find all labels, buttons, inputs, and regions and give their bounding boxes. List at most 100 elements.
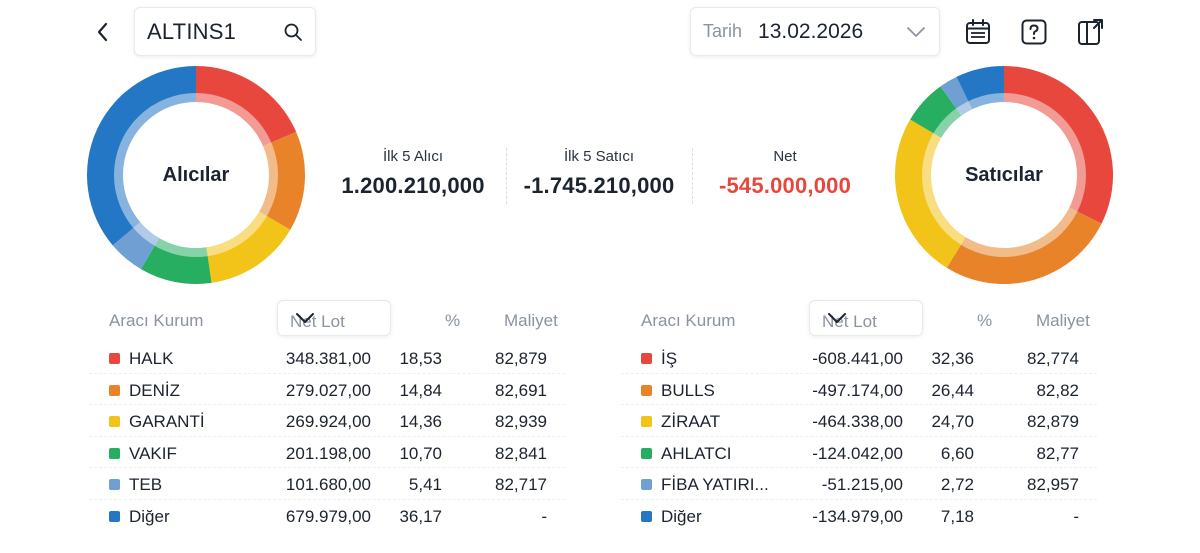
percent-value: 36,17 [399, 506, 442, 526]
buyers-inner-ring [114, 93, 278, 257]
legend-swatch [641, 416, 652, 428]
percent-value: 24,70 [931, 412, 974, 432]
percent-value: 5,41 [408, 475, 442, 495]
buyers-sort-label: Net Lot [290, 312, 345, 331]
table-row[interactable]: Diğer 679.979,00 36,17 - [89, 500, 565, 532]
buyers-donut-chart: Alıcılar [87, 66, 305, 284]
broker-name: FİBA YATIRI... [661, 475, 769, 495]
percent-value: 14,36 [399, 412, 442, 432]
sellers-slice-0[interactable] [1004, 66, 1113, 224]
date-select[interactable]: Tarih 13.02.2026 [690, 7, 940, 56]
sellers-slice-3[interactable] [910, 86, 962, 138]
percent-value: 26,44 [931, 380, 974, 400]
net-lot-value: 101.680,00 [285, 475, 371, 495]
table-row[interactable]: BULLS -497.174,00 26,44 82,82 [621, 374, 1097, 406]
table-row[interactable]: GARANTİ 269.924,00 14,36 82,939 [89, 405, 565, 437]
summary-buyers-value: 1.200.210,000 [341, 173, 485, 198]
summary-sellers-value: -1.745.210,000 [523, 173, 675, 198]
cost-value: 82,77 [1036, 443, 1079, 463]
table-row[interactable]: VAKIF 201.198,00 10,70 82,841 [89, 437, 565, 469]
net-lot-value: -134.979,00 [812, 506, 903, 526]
summary-buyers-title: İlk 5 Alıcı [382, 148, 444, 165]
table-row[interactable]: DENİZ 279.027,00 14,84 82,691 [89, 374, 565, 406]
symbol-search-value[interactable]: ALTINS1 [147, 18, 237, 44]
legend-swatch [109, 447, 120, 459]
calendar-button[interactable] [963, 16, 993, 48]
back-button[interactable] [88, 14, 118, 50]
col-broker-header: Aracı Kurum [109, 311, 204, 330]
percent-value: 32,36 [931, 349, 974, 368]
buyers-donut-label: Alıcılar [162, 163, 230, 186]
symbol-search-box[interactable]: ALTINS1 [134, 7, 316, 56]
broker-name: AHLATCI [661, 443, 732, 463]
cost-value: 82,774 [1027, 349, 1079, 368]
net-lot-value: -497.174,00 [812, 380, 903, 400]
table-row[interactable]: İŞ -608.441,00 32,36 82,774 [621, 342, 1097, 374]
cost-value: - [1073, 506, 1079, 526]
net-lot-value: 269.924,00 [285, 412, 371, 432]
export-button[interactable] [1076, 16, 1106, 48]
legend-swatch [641, 384, 652, 396]
summary-net-title: Net [773, 148, 797, 165]
help-icon [1021, 19, 1047, 45]
buyers-table: Aracı Kurum Net Lot % Maliyet HALK 348.38… [89, 300, 565, 532]
summary-sellers: İlk 5 Satıcı -1.745.210,000 [506, 148, 692, 199]
buyers-sort-select[interactable]: Net Lot [277, 300, 391, 336]
sellers-donut-label: Satıcılar [965, 163, 1043, 186]
cost-value: 82,717 [495, 475, 547, 495]
table-row[interactable]: HALK 348.381,00 18,53 82,879 [89, 342, 565, 374]
legend-swatch [109, 510, 120, 522]
percent-value: 6,60 [940, 443, 974, 463]
sellers-slice-2[interactable] [895, 119, 966, 268]
chevron-down-icon [905, 21, 927, 43]
table-row[interactable]: TEB 101.680,00 5,41 82,717 [89, 468, 565, 500]
table-row[interactable]: Diğer -134.979,00 7,18 - [621, 500, 1097, 532]
sellers-donut-svg [895, 66, 1113, 284]
chevron-down-icon [290, 312, 320, 324]
summary-net: Net -545.000,000 [692, 148, 878, 199]
broker-name: Diğer [129, 506, 170, 526]
col-pct-header: % [445, 311, 461, 330]
net-lot-value: 201.198,00 [285, 443, 371, 463]
table-row[interactable]: ZİRAAT -464.338,00 24,70 82,879 [621, 405, 1097, 437]
search-icon[interactable] [281, 20, 305, 44]
table-row[interactable]: FİBA YATIRI... -51.215,00 2,72 82,957 [621, 468, 1097, 500]
summary-sellers-title: İlk 5 Satıcı [563, 148, 635, 165]
sellers-slice-4[interactable] [940, 76, 973, 116]
broker-name: GARANTİ [129, 412, 205, 432]
buyers-slice-1[interactable] [259, 131, 305, 230]
buyers-slice-5[interactable] [87, 66, 196, 246]
calendar-icon [966, 19, 990, 44]
table-row[interactable]: AHLATCI -124.042,00 6,60 82,77 [621, 437, 1097, 469]
sellers-donut-chart: Satıcılar [895, 66, 1113, 284]
buyers-slice-3[interactable] [140, 238, 212, 284]
cost-value: 82,841 [495, 443, 547, 463]
sellers-slice-1[interactable] [946, 207, 1102, 284]
percent-value: 7,18 [940, 506, 974, 526]
sellers-sort-label: Net Lot [822, 312, 877, 331]
sellers-table: Aracı Kurum Net Lot % Maliyet İŞ -608.441… [621, 300, 1097, 532]
help-button[interactable] [1019, 16, 1049, 48]
percent-value: 14,84 [399, 380, 442, 400]
sellers-center [934, 105, 1074, 245]
export-icon [1078, 19, 1103, 45]
buyers-slice-2[interactable] [206, 211, 291, 283]
buyers-slice-0[interactable] [196, 66, 297, 147]
summary-divider [506, 148, 507, 204]
broker-name: BULLS [661, 380, 715, 400]
cost-value: 82,82 [1036, 380, 1079, 400]
sellers-slice-5[interactable] [956, 66, 1004, 110]
buyers-slice-4[interactable] [112, 222, 160, 270]
net-lot-value: -51.215,00 [821, 475, 903, 495]
percent-value: 2,72 [940, 475, 974, 495]
date-value: 13.02.2026 [758, 19, 864, 43]
buyers-center [126, 105, 266, 245]
net-lot-value: -608.441,00 [812, 349, 903, 368]
legend-swatch [641, 510, 652, 522]
net-lot-value: -464.338,00 [812, 412, 903, 432]
percent-value: 18,53 [399, 349, 442, 368]
sellers-table-header: Aracı Kurum Net Lot % Maliyet [621, 300, 1097, 338]
broker-name: HALK [129, 349, 174, 368]
sellers-sort-select[interactable]: Net Lot [809, 300, 923, 336]
broker-name: ZİRAAT [661, 412, 721, 432]
